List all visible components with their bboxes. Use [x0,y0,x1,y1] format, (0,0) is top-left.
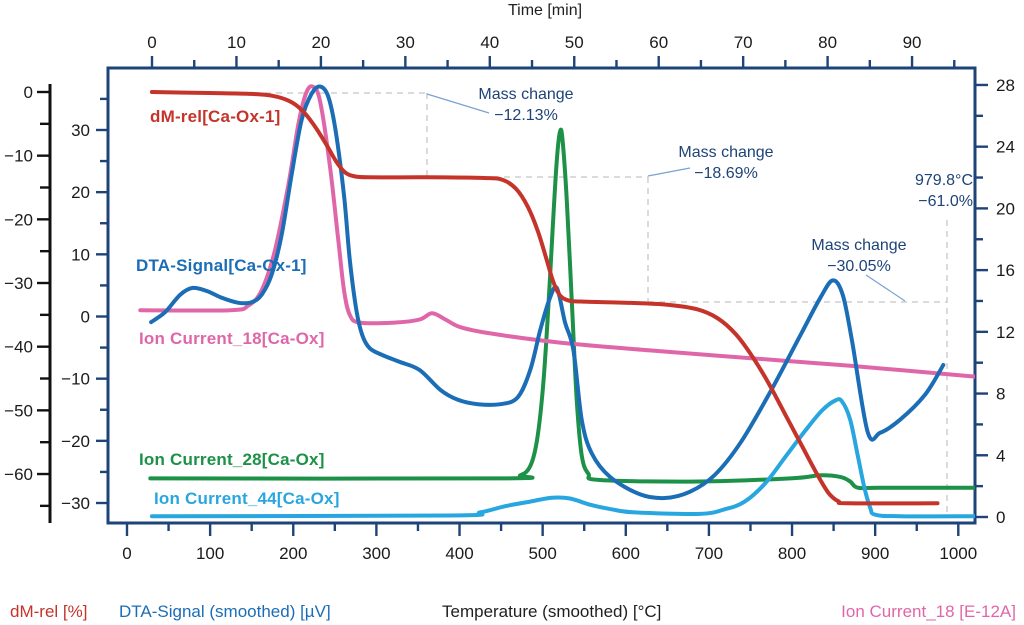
annotation-mass-change-1-value: −12.13% [494,106,558,124]
top-axis-tick-label: 90 [903,33,922,52]
curve-ion44 [149,397,975,519]
top-axis-tick-label: 20 [311,33,330,52]
right-axis-tick-label: 4 [996,446,1005,465]
bottom-axis-tick-label: 500 [528,544,556,563]
legend-temperature: Temperature (smoothed) [°C] [442,602,662,621]
curve-label-ion44: Ion Current_44[Ca-Ox] [154,489,340,508]
dta-axis-tick-label: −30 [61,494,90,513]
bottom-axis-tick-label: 100 [196,544,224,563]
mass2-leader-line [647,167,691,177]
curve-dta [149,84,946,501]
dm-axis-tick-label: 0 [24,83,33,102]
annotation-mass-change-3: Mass change −30.05% [773,236,945,278]
dm-axis-tick-label: −20 [4,210,33,229]
top-axis-tick-label: 50 [565,33,584,52]
top-axis-tick-label: 60 [649,33,668,52]
dm-axis-tick-label: −10 [4,147,33,166]
bottom-axis-tick-label: 400 [445,544,473,563]
dm-axis-tick-label: −30 [4,274,33,293]
annotation-mass-change-1-label: Mass change [478,86,574,103]
annotation-mass-change-3-value: −30.05% [827,257,891,275]
bottom-axis-tick-label: 800 [778,544,806,563]
top-axis-tick-label: 40 [480,33,499,52]
bottom-axis-tick-label: 600 [612,544,640,563]
right-axis-tick-label: 28 [996,76,1015,95]
curve-ion18 [138,84,975,379]
dta-axis-tick-label: 10 [71,245,90,264]
right-axis-tick-label: 12 [996,323,1015,342]
right-axis-tick-label: 16 [996,261,1015,280]
top-axis-title: Time [min] [507,2,583,19]
legend-dta: DTA-Signal (smoothed) [µV] [119,602,331,621]
top-axis-tick-label: 0 [147,33,156,52]
bottom-axis-tick-label: 900 [861,544,889,563]
curve-label-dta: DTA-Signal[Ca-Ox-1] [136,256,307,275]
dm-axis-tick-label: −50 [4,401,33,420]
top-axis-tick-label: 70 [734,33,753,52]
top-axis-tick-label: 80 [818,33,837,52]
annotation-mass-change-2: Mass change −18.69% [640,143,812,185]
annotation-endpoint: 979.8°C −61.0% [833,171,973,213]
curve-label-ion18: Ion Current_18[Ca-Ox] [139,329,325,348]
curve-dm [149,90,940,506]
bottom-axis-tick-label: 700 [695,544,723,563]
right-axis-tick-label: 0 [996,508,1005,527]
curve-label-dm: dM-rel[Ca-Ox-1] [150,107,281,126]
curve-ion28 [148,127,975,491]
dta-axis-tick-label: −10 [61,370,90,389]
right-axis-tick-label: 8 [996,385,1005,404]
right-axis-tick-label: 20 [996,199,1015,218]
dm-axis-tick-label: −40 [4,338,33,357]
right-axis-tick-label: 24 [996,138,1015,157]
legend-dm: dM-rel [%] [10,602,88,621]
bottom-axis-tick-label: 200 [279,544,307,563]
annotation-mass-change-2-label: Mass change [678,144,774,161]
annotation-mass-change-1: Mass change −12.13% [440,85,612,127]
dta-axis-tick-label: 0 [81,308,90,327]
annotation-endpoint-temp: 979.8°C [915,172,973,189]
top-axis-tick-label: 10 [227,33,246,52]
legend-ion18: Ion Current_18 [E-12A] [841,602,1016,621]
dm-axis-tick-label: −60 [4,465,33,484]
bottom-axis-tick-label: 300 [362,544,390,563]
mass1-leader-line [426,93,490,114]
bottom-axis-tick-label: 0 [122,544,131,563]
annotation-mass-change-2-value: −18.69% [694,164,758,182]
dta-axis-tick-label: −20 [61,432,90,451]
dta-axis-tick-label: 30 [71,121,90,140]
top-axis-tick-label: 30 [396,33,415,52]
curve-label-ion28: Ion Current_28[Ca-Ox] [139,450,325,469]
dta-axis-tick-label: 20 [71,183,90,202]
annotation-endpoint-mass: −61.0% [918,192,973,210]
annotation-mass-change-3-label: Mass change [811,237,907,254]
bottom-axis-tick-label: 1000 [939,544,977,563]
mass3-leader-line [865,274,906,302]
